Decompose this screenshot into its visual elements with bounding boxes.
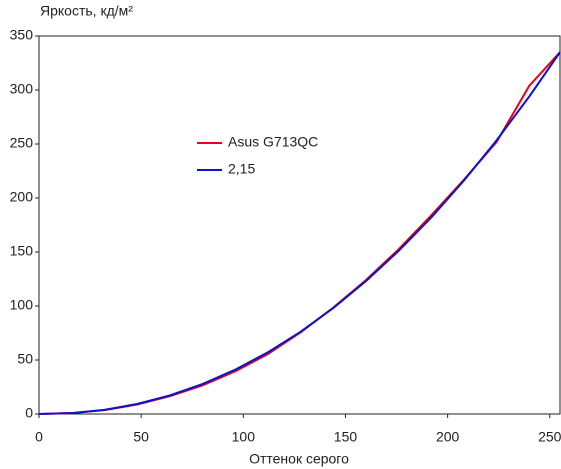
chart-title: Яркость, кд/м² <box>40 3 133 19</box>
x-tick-label: 50 <box>133 429 149 445</box>
legend-label: Asus G713QC <box>228 134 318 150</box>
x-tick-label: 0 <box>35 429 43 445</box>
y-tick-label: 300 <box>10 81 34 97</box>
x-axis-label: Оттенок серого <box>249 451 349 467</box>
legend-label: 2,15 <box>228 161 255 177</box>
y-tick-label: 200 <box>10 189 34 205</box>
y-tick-label: 0 <box>25 405 33 421</box>
y-tick-label: 150 <box>10 243 34 259</box>
x-tick-label: 150 <box>334 429 358 445</box>
series-line <box>38 51 561 415</box>
x-tick-label: 100 <box>232 429 256 445</box>
series-line <box>38 51 561 415</box>
y-tick-label: 250 <box>10 135 34 151</box>
y-tick-label: 350 <box>10 27 34 43</box>
y-tick-label: 50 <box>17 351 33 367</box>
x-tick-label: 200 <box>436 429 460 445</box>
x-tick-label: 250 <box>538 429 561 445</box>
y-tick-label: 100 <box>10 297 34 313</box>
plot-frame <box>38 35 561 415</box>
